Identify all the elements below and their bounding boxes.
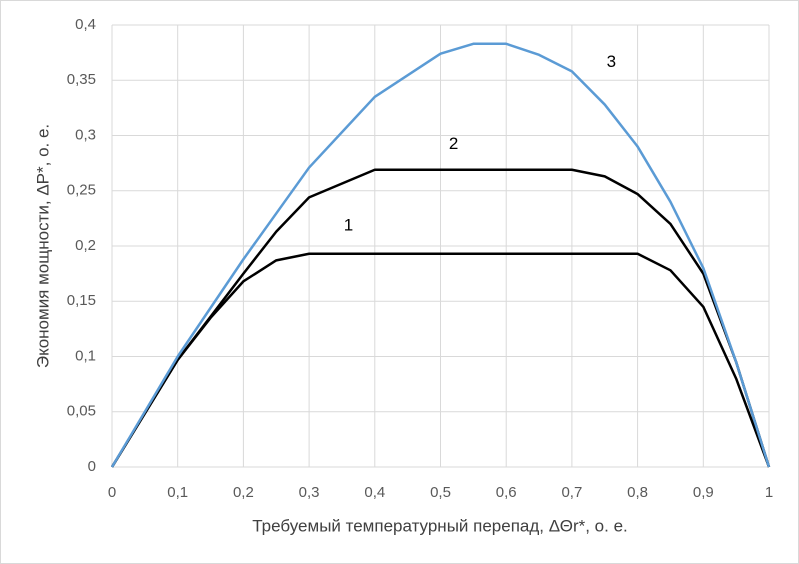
x-tick-label: 0,4 bbox=[364, 484, 385, 501]
x-tick-label: 0,5 bbox=[430, 484, 451, 501]
x-tick-label: 0,1 bbox=[167, 484, 188, 501]
y-tick-label: 0,15 bbox=[67, 292, 96, 309]
x-tick-label: 0,9 bbox=[693, 484, 714, 501]
x-tick-label: 0,2 bbox=[233, 484, 254, 501]
y-tick-label: 0 bbox=[88, 458, 96, 475]
x-tick-label: 0,7 bbox=[561, 484, 582, 501]
series-label: 2 bbox=[449, 134, 458, 153]
series-line bbox=[110, 42, 771, 468]
y-tick-label: 0,25 bbox=[67, 182, 96, 199]
x-tick-label: 1 bbox=[765, 484, 773, 501]
y-tick-label: 0,2 bbox=[75, 237, 96, 254]
x-tick-label: 0,8 bbox=[627, 484, 648, 501]
y-tick-label: 0,35 bbox=[67, 71, 96, 88]
x-tick-label: 0,6 bbox=[496, 484, 517, 501]
y-tick-label: 0,3 bbox=[75, 126, 96, 143]
series-line bbox=[110, 168, 771, 468]
x-tick-label: 0 bbox=[108, 484, 116, 501]
y-tick-label: 0,05 bbox=[67, 403, 96, 420]
y-tick-label: 0,1 bbox=[75, 347, 96, 364]
x-tick-label: 0,3 bbox=[299, 484, 320, 501]
series-label: 1 bbox=[344, 216, 353, 235]
x-axis-label: Требуемый температурный перепад, ΔΘr*, о… bbox=[252, 516, 628, 535]
series-label: 3 bbox=[607, 52, 616, 71]
y-axis-label: Экономия мощности, ΔP*, о. е. bbox=[33, 124, 52, 368]
y-tick-label: 0,4 bbox=[75, 16, 96, 33]
